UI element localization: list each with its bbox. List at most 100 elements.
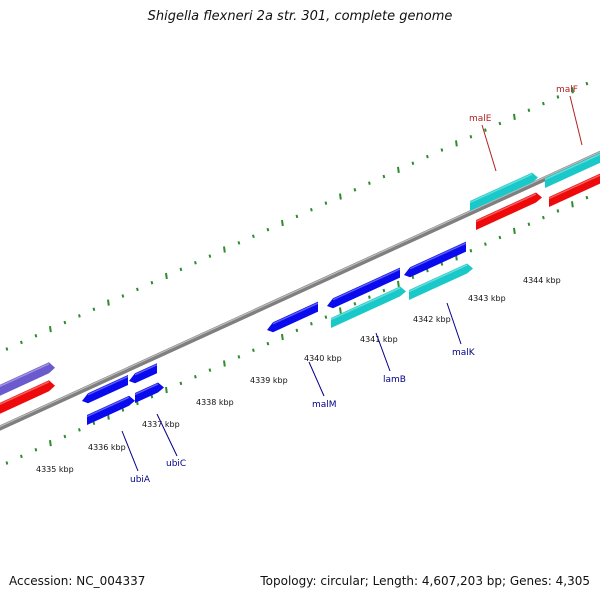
minor-tick: [440, 148, 444, 152]
feature-malE-shine: [469, 173, 533, 204]
minor-tick: [382, 174, 386, 179]
minor-tick: [484, 128, 487, 132]
major-tick: [49, 439, 52, 447]
minor-tick: [237, 355, 241, 359]
gene-leader-malM: [308, 361, 325, 397]
minor-tick: [266, 227, 270, 232]
minor-tick: [368, 181, 371, 185]
gene-leader-malK: [446, 302, 462, 345]
feature-blue-malK-upper: [404, 241, 466, 278]
gene-label-malK: malK: [452, 348, 476, 358]
feature-ubiC-upper-shine: [134, 364, 158, 376]
feature-malM: [267, 301, 318, 333]
backbone-highlight: [0, 151, 600, 428]
minor-tick: [194, 261, 197, 265]
upper-tick-track: [5, 81, 589, 351]
kbp-tick-label: 4338 kbp: [196, 398, 234, 407]
major-tick: [281, 219, 284, 227]
gene-label-malF: malF: [556, 85, 578, 95]
minor-tick: [121, 408, 125, 412]
feature-malK: [409, 263, 473, 300]
genome-backbone: [0, 150, 600, 431]
minor-tick: [34, 334, 38, 338]
feature-lamB: [331, 286, 406, 328]
feature-ubiA-lower: [87, 395, 135, 425]
minor-tick: [78, 428, 81, 432]
feature-ubiC-lower: [135, 382, 164, 403]
minor-tick: [136, 401, 139, 406]
feature-purple-left-shine: [0, 363, 50, 388]
feature-malF-red: [549, 173, 600, 207]
minor-tick: [353, 302, 357, 306]
major-tick: [513, 113, 516, 120]
minor-tick: [310, 207, 313, 212]
feature-blue-long: [327, 267, 400, 309]
minor-tick: [78, 314, 81, 318]
major-tick: [571, 87, 574, 94]
gene-leader-malF: [569, 95, 583, 146]
feature-malK-shine: [408, 264, 468, 293]
minor-tick: [484, 242, 487, 246]
minor-tick: [585, 81, 589, 86]
feature-malE-red-shine: [475, 193, 537, 223]
gene-labels: ubiA ubiC malM lamB malK malE malF: [121, 85, 583, 485]
feature-malF-shine: [544, 153, 600, 181]
minor-tick: [34, 448, 38, 452]
major-tick: [339, 307, 342, 314]
minor-tick: [252, 234, 255, 239]
gene-label-ubiA: ubiA: [130, 475, 151, 485]
minor-tick: [469, 248, 473, 253]
feature-red-left: [0, 380, 55, 414]
major-tick: [513, 227, 516, 234]
major-tick: [397, 166, 400, 174]
backbone-line: [0, 150, 600, 431]
minor-tick: [20, 454, 23, 459]
feature-ubiA-upper-shine: [87, 375, 129, 396]
minor-tick: [237, 241, 241, 245]
minor-tick: [310, 321, 313, 326]
gene-label-lamB: lamB: [383, 375, 406, 385]
minor-tick: [20, 340, 23, 345]
major-tick: [165, 386, 168, 394]
feature-blue-malK-upper-shine: [409, 242, 467, 270]
map-title: Shigella flexneri 2a str. 301, complete …: [147, 9, 453, 24]
minor-tick: [585, 195, 589, 200]
kbp-tick-label: 4343 kbp: [468, 294, 506, 303]
feature-ubiA-lower-shine: [86, 396, 130, 418]
kbp-tick-label: 4335 kbp: [36, 465, 74, 474]
minor-tick: [92, 307, 96, 311]
major-tick: [223, 360, 226, 367]
feature-malF-red-shine: [548, 174, 600, 200]
minor-tick: [150, 280, 154, 285]
major-tick: [49, 325, 52, 333]
minor-tick: [556, 95, 560, 99]
minor-tick: [92, 421, 96, 425]
major-tick: [223, 246, 226, 253]
kbp-tick-label: 4336 kbp: [88, 443, 126, 452]
minor-tick: [324, 315, 328, 319]
accession-label: Accession: NC_004337: [9, 574, 146, 588]
minor-tick: [208, 368, 212, 372]
minor-tick: [121, 294, 125, 298]
gene-leader-lamB: [375, 332, 391, 372]
minor-tick: [63, 320, 67, 325]
minor-tick: [194, 375, 197, 379]
feature-ubiA-upper: [82, 374, 128, 404]
gene-label-malE: malE: [469, 114, 492, 124]
minor-tick: [527, 222, 531, 226]
minor-tick: [556, 209, 560, 213]
minor-tick: [150, 394, 154, 399]
minor-tick: [426, 268, 429, 273]
kbp-tick-label: 4339 kbp: [250, 376, 288, 385]
minor-tick: [179, 267, 183, 272]
major-tick: [397, 280, 400, 288]
feature-blue-long-shine: [332, 268, 401, 301]
major-tick: [571, 201, 574, 208]
minor-tick: [382, 288, 386, 293]
feature-malE: [470, 172, 538, 211]
lower-tick-track: [5, 195, 589, 465]
gene-label-ubiC: ubiC: [166, 459, 186, 469]
major-tick: [165, 272, 168, 280]
minor-tick: [411, 161, 415, 166]
